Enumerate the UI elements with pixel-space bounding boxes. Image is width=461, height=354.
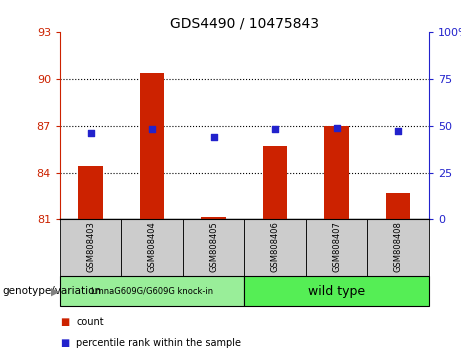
Text: GSM808403: GSM808403 (86, 221, 95, 272)
Text: genotype/variation: genotype/variation (2, 286, 101, 296)
Bar (306, 219, 367, 276)
Point (333, 125, 340, 130)
Text: GSM808406: GSM808406 (271, 221, 279, 272)
Bar (263, 146, 287, 219)
Point (210, 134, 217, 140)
Text: GSM808408: GSM808408 (394, 221, 402, 272)
Title: GDS4490 / 10475843: GDS4490 / 10475843 (170, 17, 319, 31)
Text: wild type: wild type (308, 285, 365, 298)
Bar (324, 126, 349, 219)
Text: ■: ■ (60, 338, 69, 348)
Text: LmnaG609G/G609G knock-in: LmnaG609G/G609G knock-in (91, 287, 213, 296)
Bar (386, 193, 410, 219)
Point (394, 129, 402, 134)
Bar (367, 219, 429, 276)
Bar (121, 219, 183, 276)
Bar (140, 73, 165, 219)
Bar (183, 219, 244, 276)
Point (272, 127, 279, 132)
Bar (201, 217, 226, 219)
Text: ■: ■ (60, 317, 69, 327)
Text: count: count (76, 317, 104, 327)
Text: GSM808405: GSM808405 (209, 221, 218, 272)
Point (148, 127, 156, 132)
Text: percentile rank within the sample: percentile rank within the sample (76, 338, 241, 348)
Text: GSM808404: GSM808404 (148, 221, 157, 272)
Bar (78, 166, 103, 219)
Bar (60, 276, 244, 306)
Point (87, 130, 95, 136)
Bar (60, 219, 121, 276)
Text: GSM808407: GSM808407 (332, 221, 341, 272)
Text: ▶: ▶ (51, 286, 59, 296)
Bar (244, 276, 429, 306)
Bar (244, 219, 306, 276)
